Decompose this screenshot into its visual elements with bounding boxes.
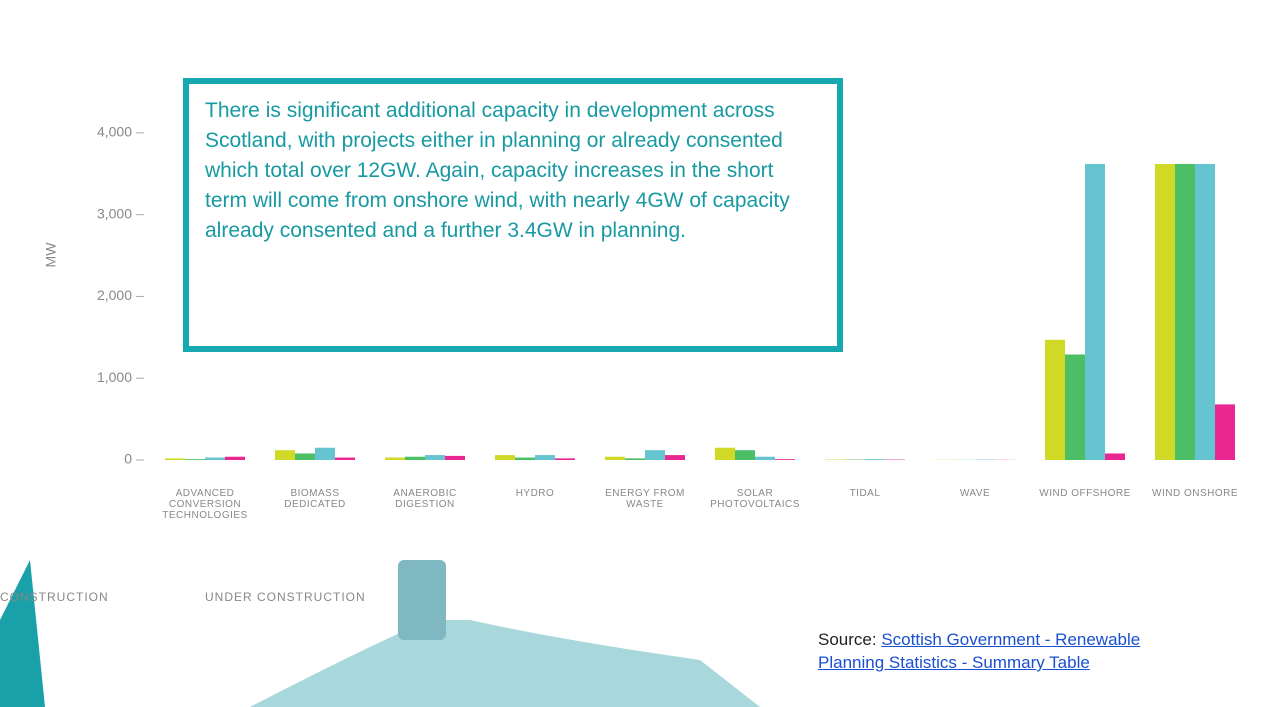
bar: [185, 459, 205, 460]
y-tick-label: 3,000: [97, 205, 132, 221]
x-tick-label: WIND ONSHORE: [1143, 488, 1247, 499]
legend-item: UNDER CONSTRUCTION: [205, 590, 366, 604]
bar: [1045, 340, 1065, 460]
bar: [755, 457, 775, 460]
bar: [335, 458, 355, 460]
bar: [715, 448, 735, 460]
bar: [555, 458, 575, 460]
bar: [735, 450, 755, 460]
bar: [425, 455, 445, 460]
x-tick-label: SOLAR PHOTOVOLTAICS: [703, 488, 807, 510]
bar: [1175, 164, 1195, 460]
bar: [495, 455, 515, 460]
callout: There is significant additional capacity…: [183, 78, 843, 352]
tower-illustration: [398, 560, 446, 640]
x-tick-label: BIOMASS DEDICATED: [263, 488, 367, 510]
y-axis-label: MW: [43, 242, 59, 268]
x-tick-label: HYDRO: [483, 488, 587, 499]
bar: [405, 457, 425, 460]
bar: [1085, 164, 1105, 460]
bar: [445, 456, 465, 460]
bar: [315, 448, 335, 460]
source-prefix: Source:: [818, 630, 877, 649]
y-tick-label: 1,000: [97, 369, 132, 385]
bar: [275, 450, 295, 460]
x-tick-label: ADVANCED CONVERSION TECHNOLOGIES: [153, 488, 257, 521]
bar: [535, 455, 555, 460]
bar: [1215, 404, 1235, 460]
bar: [645, 450, 665, 460]
hill-illustration: [250, 620, 760, 707]
bar: [605, 457, 625, 460]
x-tick-label: WAVE: [923, 488, 1027, 499]
bar: [165, 458, 185, 460]
y-tick-label: 0: [124, 451, 132, 467]
legend-item: CONSTRUCTION: [0, 590, 109, 604]
bar: [295, 453, 315, 460]
bar: [225, 457, 245, 460]
bar: [1105, 453, 1125, 460]
bar: [205, 458, 225, 460]
x-tick-label: TIDAL: [813, 488, 917, 499]
bar: [385, 458, 405, 460]
bar: [1155, 164, 1175, 460]
bar: [1065, 355, 1085, 460]
slide: 4,000 3,000 2,000 1,000 0 MW WIND ONSHORE WIN…: [0, 0, 1267, 707]
y-tick-label: 4,000: [97, 124, 132, 140]
source: Source: Scottish Government - Renewable …: [818, 628, 1168, 674]
bar: [775, 459, 795, 460]
bar: [625, 458, 645, 460]
bar: [865, 459, 885, 460]
left-illustration: [0, 560, 45, 707]
bar: [1195, 164, 1215, 460]
x-tick-label: ANAEROBIC DIGESTION: [373, 488, 477, 510]
y-tick-label: 2,000: [97, 287, 132, 303]
bar: [665, 455, 685, 460]
x-tick-label: WIND OFFSHORE: [1033, 488, 1137, 499]
x-tick-label: ENERGY FROM WASTE: [593, 488, 697, 510]
bar: [515, 458, 535, 460]
